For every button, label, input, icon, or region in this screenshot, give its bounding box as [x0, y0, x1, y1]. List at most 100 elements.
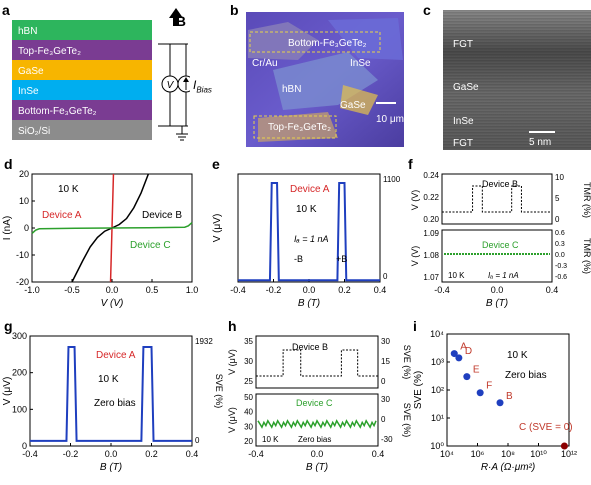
y-right-tick-label: 30 — [381, 337, 390, 346]
annotation: 10 K — [58, 184, 79, 195]
legend-device-b: Device B — [142, 210, 182, 221]
tmr-chart-devices-b-c: 0.24 0.22 0.20 10 5 0 1.09 1.08 1.07 0.6 0.3 0.0 -0.… — [410, 171, 591, 309]
y-tick-label: 10⁴ — [430, 329, 444, 339]
x-axis-label: R·A (Ω·μm²) — [481, 462, 535, 473]
y-tick-label: 35 — [244, 337, 253, 346]
x-tick-label: -0.2 — [266, 285, 282, 295]
y-axis-label-top: V (μV) — [227, 349, 237, 375]
label-cr-au: Cr/Au — [252, 58, 278, 69]
point-label: F — [486, 381, 492, 392]
y-tick-label: 10⁰ — [430, 441, 444, 451]
panel-h-label: h — [228, 318, 237, 334]
x-tick-label: 10⁸ — [501, 449, 515, 459]
annotation-bias: Zero bias — [298, 435, 331, 444]
y-right-tick-label: 1932 — [195, 337, 213, 346]
panel-a: a hBN Top-Fe₃GeTe₂ GaSe InSe Bottom-Fe₃GeTe₂… — [0, 0, 212, 150]
tem-layer-3: InSe — [453, 116, 474, 127]
annotation-bias: Zero bias — [505, 370, 547, 381]
stack-layer — [12, 60, 152, 80]
tem-layer-2: GaSe — [453, 82, 479, 93]
y-axis-label-bottom: V (V) — [410, 246, 420, 267]
plot-frame-bottom — [255, 393, 379, 447]
y-right-tick-label: 0 — [381, 377, 386, 386]
x-tick-label: 1.0 — [186, 285, 199, 295]
y-right-tick-label: 0 — [381, 415, 386, 424]
y-axis-label: V (μV) — [212, 214, 223, 243]
y-right-tick-label: 0.6 — [555, 230, 565, 237]
mr-chart-device-a: -0.4 -0.2 0.0 0.2 0.4 B (T) V (μV) 1100 0 Device … — [212, 173, 401, 309]
point-label: E — [473, 365, 480, 376]
y-right-label-top: TMR (%) — [582, 182, 591, 218]
panel-e-label: e — [212, 156, 220, 172]
x-axis-label: B (T) — [100, 462, 122, 473]
y-right-tick-label: -0.3 — [555, 263, 567, 270]
annotation-temp: 10 K — [448, 271, 465, 280]
y-tick-label: 50 — [244, 393, 253, 402]
y-tick-label: 200 — [12, 368, 27, 378]
x-tick-label: 0.4 — [186, 449, 199, 459]
y-tick-label: 10³ — [431, 357, 444, 367]
stack-layer-label: Top-Fe₃GeTe₂ — [18, 46, 81, 57]
sve-vs-ra-chart: 10⁴ 10⁶ 10⁸ 10¹⁰ 10¹² 10⁴ 10³ 10² 10¹ 10⁰ R·A (Ω·μ… — [413, 329, 577, 473]
tem-image: FGT GaSe InSe FGT 5 nm — [443, 10, 591, 150]
series-line-device-c — [257, 419, 377, 429]
x-tick-label: -0.4 — [230, 285, 246, 295]
y-tick-label: 0 — [24, 223, 29, 233]
legend-device-c: Device C — [482, 240, 519, 250]
x-axis-label: B (T) — [486, 298, 508, 309]
x-tick-label: 0.5 — [146, 285, 159, 295]
y-tick-label: 25 — [244, 377, 253, 386]
annotation-temp: 10 K — [507, 350, 528, 361]
scale-bar-label: 10 μm — [376, 114, 404, 125]
y-right-tick-label: 10 — [555, 173, 564, 182]
x-tick-label: 0.2 — [145, 449, 158, 459]
y-tick-label: 10² — [431, 385, 444, 395]
panel-i-label: i — [413, 318, 417, 334]
x-tick-label: 0.4 — [546, 285, 559, 295]
stack-layer-label: hBN — [18, 26, 37, 37]
y-tick-label: 1.09 — [423, 229, 439, 238]
y-tick-label: 100 — [12, 404, 27, 414]
label-hbn: hBN — [282, 84, 301, 95]
panel-h: h 35 30 25 30 15 0 50 40 30 20 30 0 -30 -0.4 0.0 0.4 B (… — [226, 318, 412, 480]
label-bottom-fgt: Bottom-Fe₃GeTe₂ — [288, 38, 367, 49]
x-axis-label: B (T) — [298, 298, 320, 309]
y-right-axis-label: SVE (%) — [214, 374, 224, 409]
panel-e: e -0.4 -0.2 0.0 0.2 0.4 B (T) V (μV) 1100 0 Devic… — [210, 156, 405, 310]
panel-b: b Bottom-Fe₃GeTe₂ Cr/Au InSe hBN GaSe To… — [228, 0, 408, 150]
sv-chart-device-a: -0.4 -0.2 0.0 0.2 0.4 300 200 100 0 B (T) V (μV) SV… — [2, 331, 224, 473]
annotation-temp: 10 K — [296, 204, 317, 215]
y-right-tick-label: -30 — [381, 435, 393, 444]
y-right-tick-label: 0.0 — [555, 252, 565, 259]
scatter-point — [463, 373, 471, 381]
y-right-label-top: SVE (%) — [402, 345, 411, 380]
panel-c: c FGT GaSe InSe FGT 5 nm — [421, 0, 591, 150]
series-line — [31, 222, 193, 234]
x-tick-label: -0.4 — [248, 449, 264, 459]
annotation-temp: 10 K — [262, 435, 279, 444]
x-tick-label: 10¹² — [561, 449, 577, 459]
iv-chart: -1.0 -0.5 0.0 0.5 1.0 20 10 0 -10 -20 V (V) I (nA) 1… — [2, 169, 199, 309]
panel-i: i 10⁴ 10⁶ 10⁸ 10¹⁰ 10¹² 10⁴ 10³ 10² 10¹ 10⁰ R·A (Ω… — [411, 318, 591, 480]
x-tick-label: 0.0 — [303, 285, 316, 295]
panel-c-label: c — [423, 2, 431, 18]
label-gase: GaSe — [340, 100, 366, 111]
x-tick-label: -0.4 — [434, 285, 450, 295]
y-tick-label: 1.08 — [423, 251, 439, 260]
stack-layer — [12, 20, 152, 40]
point-label: A — [460, 342, 467, 353]
stack-layer-label: SiO₂/Si — [18, 126, 50, 137]
x-tick-label: -0.2 — [63, 449, 79, 459]
y-axis-label: I (nA) — [2, 216, 13, 240]
panel-f-label: f — [408, 156, 413, 172]
stack-layer — [12, 80, 152, 100]
y-right-tick-label: 1100 — [383, 175, 401, 184]
y-right-tick-label: -0.6 — [555, 274, 567, 281]
arrow-up-icon — [169, 8, 183, 26]
x-tick-label: -0.5 — [64, 285, 80, 295]
y-right-tick-label: 0 — [195, 436, 200, 445]
panel-f: f 0.24 0.22 0.20 10 5 0 1.09 1.08 1.07 0.6 0.3 0.0 -… — [408, 156, 591, 310]
y-tick-label: 30 — [244, 357, 253, 366]
tem-layer-4: FGT — [453, 138, 473, 149]
point-label: D — [465, 346, 472, 357]
